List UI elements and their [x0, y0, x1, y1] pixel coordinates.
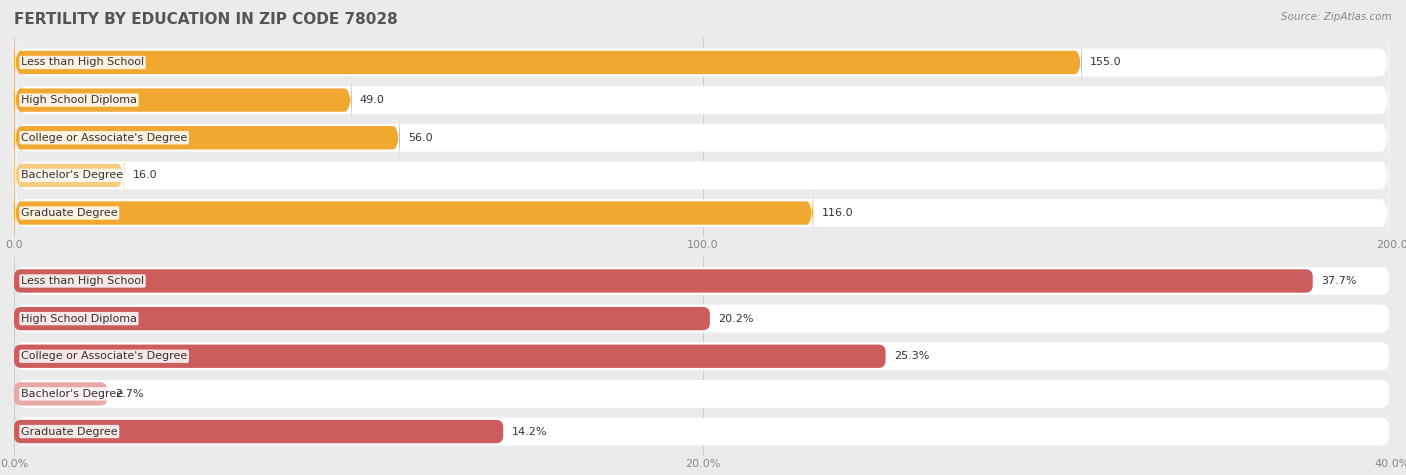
Text: FERTILITY BY EDUCATION IN ZIP CODE 78028: FERTILITY BY EDUCATION IN ZIP CODE 78028	[14, 12, 398, 27]
FancyBboxPatch shape	[17, 182, 1389, 244]
Text: 56.0: 56.0	[408, 133, 433, 143]
Text: 20.2%: 20.2%	[718, 314, 754, 323]
Text: High School Diploma: High School Diploma	[21, 314, 136, 323]
Text: Graduate Degree: Graduate Degree	[21, 427, 118, 437]
FancyBboxPatch shape	[17, 69, 1389, 132]
Text: Bachelor's Degree: Bachelor's Degree	[21, 171, 124, 180]
Text: Less than High School: Less than High School	[21, 57, 143, 67]
FancyBboxPatch shape	[17, 267, 1389, 295]
FancyBboxPatch shape	[17, 342, 1389, 370]
FancyBboxPatch shape	[14, 187, 813, 239]
Text: High School Diploma: High School Diploma	[21, 95, 136, 105]
FancyBboxPatch shape	[17, 418, 1389, 446]
FancyBboxPatch shape	[14, 37, 1083, 88]
Text: Less than High School: Less than High School	[21, 276, 143, 286]
FancyBboxPatch shape	[14, 74, 352, 126]
Text: 25.3%: 25.3%	[894, 351, 929, 361]
FancyBboxPatch shape	[14, 344, 886, 368]
FancyBboxPatch shape	[14, 112, 399, 164]
Text: 16.0: 16.0	[132, 171, 157, 180]
Text: 116.0: 116.0	[821, 208, 853, 218]
Text: 14.2%: 14.2%	[512, 427, 547, 437]
FancyBboxPatch shape	[14, 382, 107, 406]
Text: 2.7%: 2.7%	[115, 389, 143, 399]
FancyBboxPatch shape	[17, 304, 1389, 332]
Text: College or Associate's Degree: College or Associate's Degree	[21, 133, 187, 143]
Text: College or Associate's Degree: College or Associate's Degree	[21, 351, 187, 361]
FancyBboxPatch shape	[17, 31, 1389, 94]
FancyBboxPatch shape	[17, 106, 1389, 169]
FancyBboxPatch shape	[14, 269, 1313, 293]
Text: 37.7%: 37.7%	[1322, 276, 1357, 286]
FancyBboxPatch shape	[14, 420, 503, 443]
FancyBboxPatch shape	[14, 307, 710, 330]
FancyBboxPatch shape	[14, 150, 124, 201]
FancyBboxPatch shape	[17, 380, 1389, 408]
FancyBboxPatch shape	[17, 144, 1389, 207]
Text: Graduate Degree: Graduate Degree	[21, 208, 118, 218]
Text: 155.0: 155.0	[1090, 57, 1122, 67]
Text: Source: ZipAtlas.com: Source: ZipAtlas.com	[1281, 12, 1392, 22]
Text: 49.0: 49.0	[360, 95, 385, 105]
Text: Bachelor's Degree: Bachelor's Degree	[21, 389, 124, 399]
